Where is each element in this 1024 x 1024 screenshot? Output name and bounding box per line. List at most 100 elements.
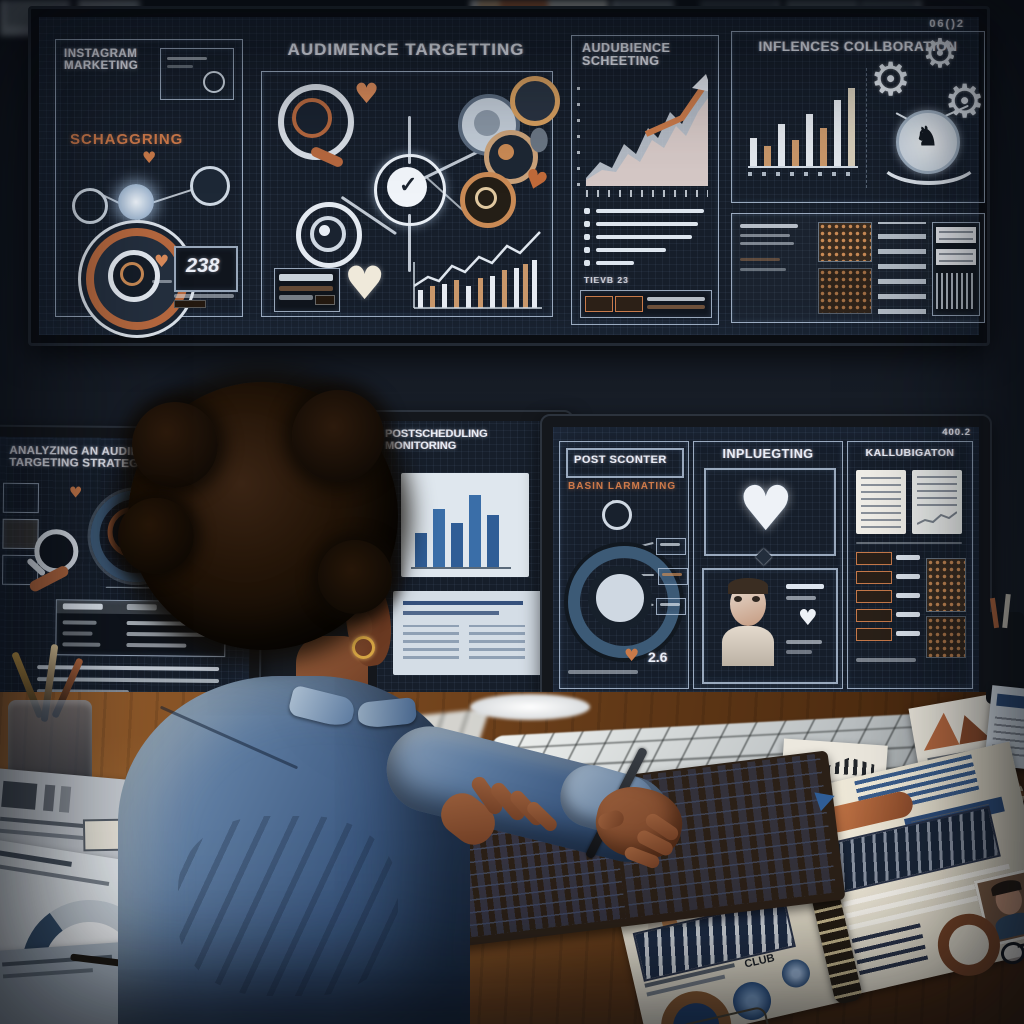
col3-title: KALLUBIGATON (865, 447, 955, 459)
decor-shape (403, 625, 459, 659)
panel1-icon-box (160, 48, 234, 100)
ring-icon (460, 172, 516, 228)
decor-shape (126, 643, 187, 648)
decor-shape (514, 268, 519, 308)
decor-shape (62, 642, 101, 647)
gold-hoop-earring (352, 636, 375, 659)
panel1-title-line2: MARKETING (64, 60, 139, 73)
middle-monitor-display: POSTSCHEDULING MONITORING (377, 421, 563, 697)
decor-shape (861, 476, 901, 528)
panel3-xtick-strip (586, 190, 708, 197)
decor-shape (466, 286, 471, 308)
decor-shape (413, 231, 541, 288)
decor-shape (596, 209, 704, 213)
big-heart-icon: ♥ (344, 256, 386, 310)
decor-shape (748, 172, 858, 176)
wall-screen-display: 06()2 INSTAGRAM MARKETING SCHAGGRING (39, 17, 985, 335)
panel3-title-line2: SCHEETING (582, 54, 660, 69)
shoulder-seam (159, 705, 299, 770)
panel1-network-diagram: ♥ ♥ 238 (62, 150, 238, 330)
decor-shape (315, 295, 335, 305)
mini-line-bar-chart (413, 231, 542, 309)
decor-shape (2, 482, 40, 514)
panel3-title-line1: AUDUBIENCE (582, 41, 671, 55)
decor-shape (585, 296, 613, 312)
decor-shape (850, 920, 929, 976)
decor-shape (2, 968, 93, 979)
decor-shape (490, 276, 495, 308)
decor-shape (430, 286, 435, 308)
decor-shape (279, 295, 313, 300)
decor-shape (596, 261, 634, 265)
decor-shape (387, 167, 427, 207)
decor-shape (856, 628, 892, 641)
heart-icon: ♥ (142, 148, 157, 167)
decor-shape (1, 780, 38, 810)
col1-value: 2.6 (648, 649, 668, 665)
diamond-icon: ◆ (756, 545, 772, 567)
decor-shape (764, 146, 771, 166)
decor-shape (498, 144, 514, 160)
decor-shape (939, 252, 973, 262)
decor-shape (532, 260, 537, 308)
decor-shape (692, 74, 708, 92)
decor-shape (779, 956, 813, 991)
middle-monitor-title-line2: MONITORING (385, 439, 457, 452)
decor-shape (403, 611, 499, 615)
panel-influencer-collab: INFLENCES COLLBORATION (731, 31, 985, 203)
panel-audience-targeting: AUDIMENCE TARGETTING ✓ (253, 41, 560, 319)
decor-shape (734, 596, 742, 602)
decor-shape (658, 568, 688, 585)
decor-shape (120, 262, 144, 286)
heart-icon: ♥ (798, 606, 818, 631)
middle-monitor-title: POSTSCHEDULING MONITORING (385, 428, 488, 452)
decor-shape (279, 274, 333, 281)
decor-shape (568, 670, 638, 674)
decor-shape (451, 523, 463, 567)
panel2-mini-table (274, 268, 340, 312)
decor-shape (748, 166, 858, 168)
panel4-divider (866, 68, 867, 188)
decor-shape (644, 84, 707, 137)
panel-instagram-marketing: INSTAGRAM MARKETING SCHAGGRING (55, 39, 243, 330)
collar-right (356, 697, 418, 729)
doc-thumb (912, 470, 962, 534)
right-col-collaboration: KALLUBIGATON (847, 441, 973, 689)
decor-shape (834, 100, 841, 166)
decor-shape (647, 297, 705, 301)
decor-shape (848, 88, 855, 166)
decor-shape (786, 596, 816, 600)
decor-shape (856, 552, 892, 565)
influencer-profile-card: ♥ (702, 568, 838, 684)
label-rows (878, 222, 926, 314)
decor-shape (896, 555, 920, 560)
panel4-bar-chart (748, 72, 860, 176)
orange-list (856, 552, 920, 648)
decor-shape (584, 247, 590, 253)
white-table-card (393, 591, 543, 675)
decor-shape (584, 260, 590, 266)
panel1-title: INSTAGRAM MARKETING (64, 48, 138, 72)
decor-shape (584, 234, 590, 240)
doc-thumb (856, 470, 906, 534)
panel3-caption: TIEVB 23 (584, 275, 629, 285)
decor-shape (474, 110, 500, 136)
photo-thumb (818, 222, 872, 262)
decor-shape (418, 260, 537, 308)
decor-shape (58, 785, 72, 813)
decor-shape (469, 625, 525, 659)
decor-shape (660, 603, 680, 606)
panel3-bullet-list (584, 208, 710, 270)
afro-puff (118, 498, 194, 574)
decor-shape (0, 849, 72, 867)
node-glow-center (118, 184, 154, 220)
panel4-title: INFLENCES COLLBORATION (758, 39, 958, 54)
right-monitor: 400.2 POST SCONTER BASIN LARMATING ♥ (540, 414, 992, 712)
decor-shape (917, 511, 957, 525)
decor-shape (167, 57, 207, 60)
heart-icon: ♥ (354, 77, 380, 110)
decor-shape (856, 542, 962, 544)
ring-icon (510, 76, 560, 126)
decor-shape (152, 280, 172, 283)
decor-shape (174, 300, 206, 308)
